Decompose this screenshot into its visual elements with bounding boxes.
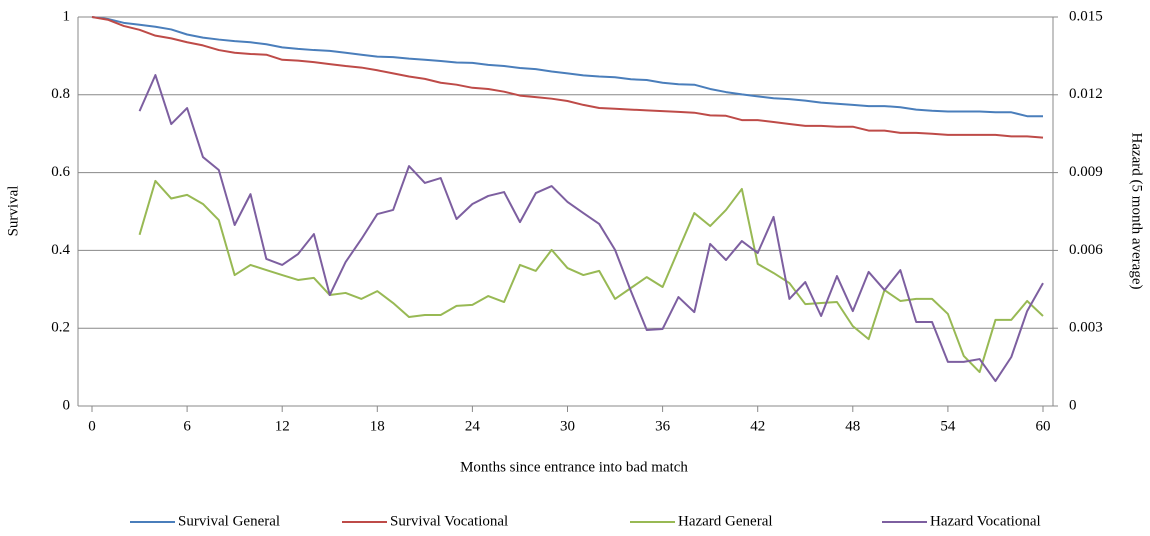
x-tick-label: 60: [1036, 418, 1051, 434]
y-tick-label: 0.6: [51, 164, 70, 180]
y-tick-label: 0.2: [51, 320, 70, 336]
y2-tick-label: 0.006: [1069, 242, 1103, 258]
legend-label: Survival Vocational: [390, 513, 508, 529]
y-tick-label: 0.8: [51, 86, 70, 102]
y-tick-label: 0: [63, 397, 71, 413]
y2-tick-label: 0.003: [1069, 320, 1103, 336]
y-tick-label: 0.4: [51, 242, 70, 258]
x-tick-label: 6: [183, 418, 191, 434]
x-tick-label: 24: [465, 418, 481, 434]
legend-label: Survival General: [178, 513, 280, 529]
x-tick-label: 36: [655, 418, 671, 434]
x-tick-label: 48: [845, 418, 860, 434]
y2-axis-label: Hazard (5 month average): [1129, 132, 1145, 289]
series-line: [138, 179, 1044, 374]
y2-tick-label: 0: [1069, 397, 1077, 413]
series-line: [91, 16, 1043, 118]
legend-label: Hazard General: [678, 513, 773, 529]
y-tick-label: 1: [63, 8, 71, 24]
legend-label: Hazard Vocational: [930, 513, 1041, 529]
y-axis-label: Survival: [5, 186, 21, 237]
x-tick-label: 18: [370, 418, 385, 434]
series-line: [91, 16, 1044, 139]
x-tick-label: 12: [275, 418, 290, 434]
y2-tick-label: 0.015: [1069, 8, 1103, 24]
series-line: [138, 74, 1044, 383]
y2-tick-label: 0.009: [1069, 164, 1103, 180]
y2-tick-label: 0.012: [1069, 86, 1103, 102]
x-tick-label: 0: [88, 418, 96, 434]
x-axis-label: Months since entrance into bad match: [460, 459, 688, 475]
x-tick-label: 42: [750, 418, 765, 434]
x-tick-label: 30: [560, 418, 575, 434]
x-tick-label: 54: [940, 418, 956, 434]
